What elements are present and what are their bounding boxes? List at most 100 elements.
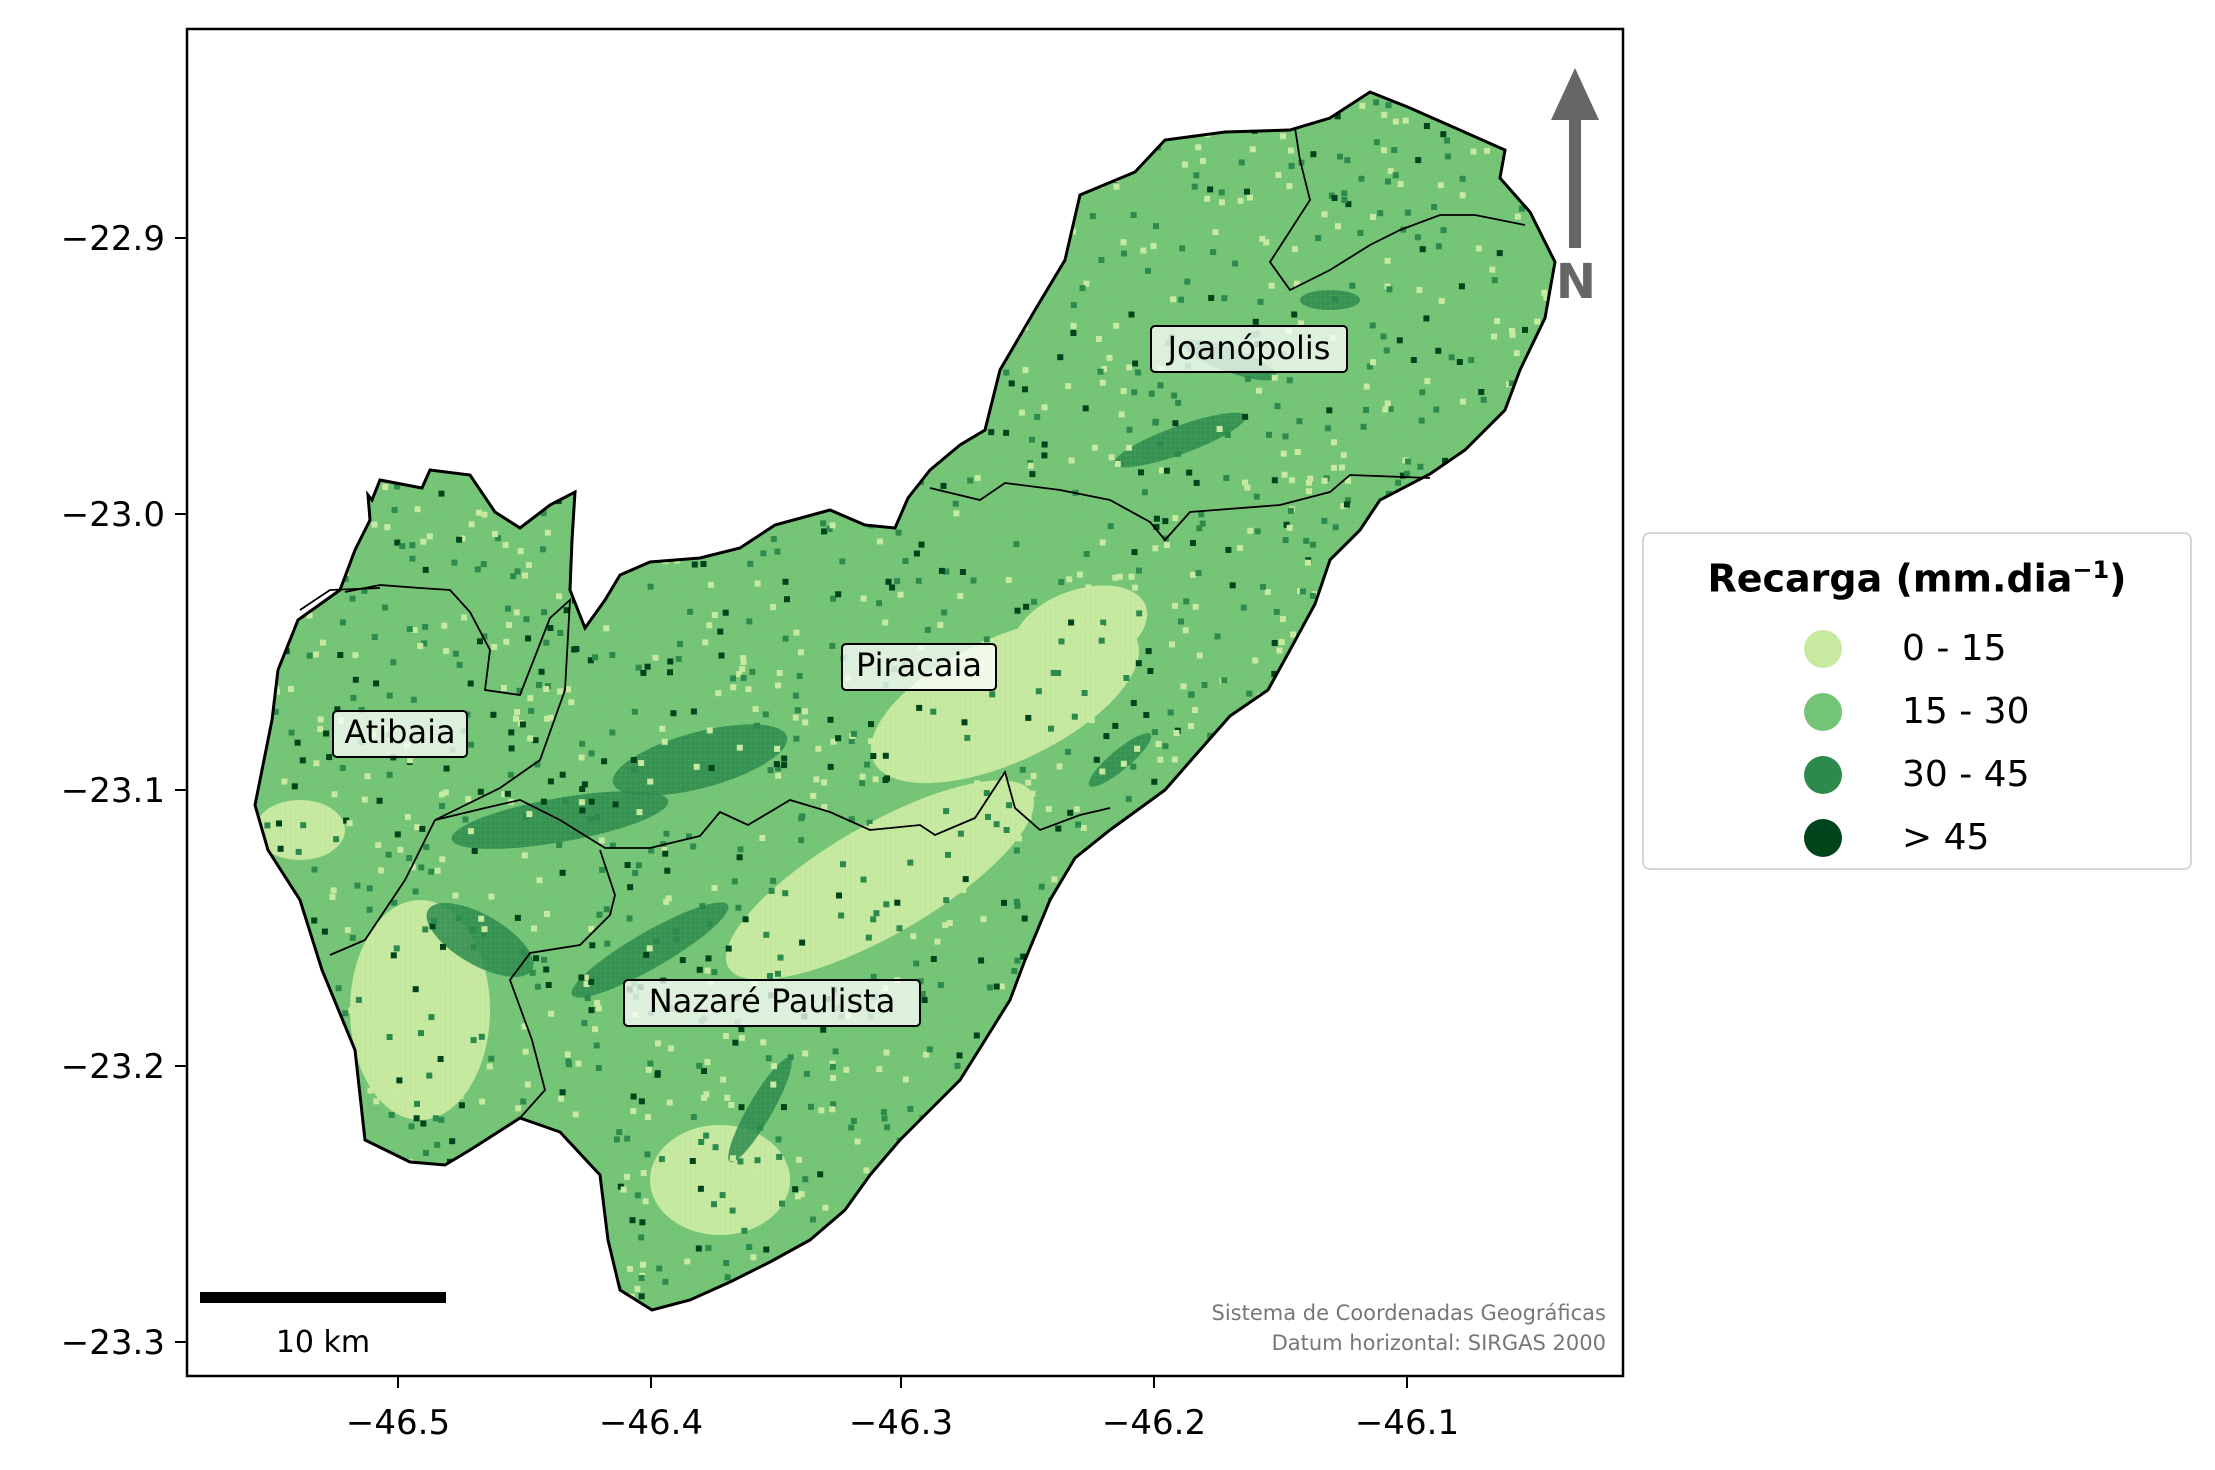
raster-cell [468,521,475,528]
raster-cell [572,1111,579,1118]
raster-cell [402,1091,409,1098]
raster-cell [405,1107,412,1114]
raster-cell [372,984,379,991]
region-label-atibaia: Atibaia [344,713,455,751]
raster-cell [1305,559,1311,566]
raster-cell [768,887,775,894]
raster-cell [1224,431,1231,438]
raster-cell [952,500,959,507]
raster-cell [638,760,645,766]
raster-cell [902,701,909,708]
raster-cell [422,623,429,630]
raster-cell [457,1093,464,1099]
raster-cell [836,892,842,899]
raster-cell [1005,577,1012,583]
raster-cell [654,1070,661,1077]
raster-cell [1088,717,1095,724]
raster-cell [937,982,944,988]
raster-cell [321,928,328,935]
raster-cell [1309,541,1316,548]
raster-cell [1306,479,1312,486]
raster-cell [1384,257,1391,264]
raster-cell [1120,239,1127,246]
raster-cell [827,716,834,723]
raster-cell [882,752,889,759]
raster-cell [1252,657,1259,664]
raster-cell [1201,682,1208,688]
raster-cell [1171,392,1178,399]
raster-cell [1029,436,1035,443]
raster-cell [1120,388,1127,395]
raster-cell [643,951,650,958]
raster-cell [640,669,647,676]
raster-cell [418,1030,424,1037]
raster-cell [1148,390,1155,397]
raster-cell [408,1123,415,1130]
raster-cell [1210,249,1217,256]
raster-cell [1131,389,1138,396]
raster-cell [1113,322,1120,329]
raster-cell [1196,652,1203,659]
raster-cell [477,788,484,795]
raster-cell [528,707,535,714]
raster-cell [1286,183,1293,190]
raster-cell [1340,452,1347,459]
raster-cell [1097,624,1104,631]
raster-cell [1080,824,1087,831]
raster-cell [796,672,803,679]
raster-cell [588,978,595,985]
raster-cell [348,1007,355,1014]
raster-cell [860,595,867,602]
raster-cell [776,670,783,676]
raster-cell [456,661,463,668]
raster-cell [1173,730,1180,736]
raster-cell [771,1063,777,1070]
raster-cell [1186,469,1193,476]
raster-cell [820,1026,827,1033]
raster-cell [696,966,703,973]
raster-cell [1380,333,1387,340]
raster-cell [456,536,463,543]
raster-cell [1268,282,1275,289]
raster-cell [469,926,476,933]
raster-cell [439,791,445,798]
raster-cell [352,652,359,659]
raster-cell [1103,733,1110,740]
raster-cell [522,572,528,579]
raster-cell [548,1010,555,1017]
raster-cell [642,1198,649,1205]
raster-cell [364,773,371,780]
raster-cell [506,622,513,629]
raster-cell [1212,229,1219,236]
raster-cell [960,886,967,893]
raster-cell [1100,619,1107,626]
raster-cell [339,765,346,771]
raster-cell [1112,574,1119,581]
raster-cell [1011,968,1018,974]
raster-cell [943,568,950,575]
raster-cell [1192,603,1199,610]
legend-swatch [1804,819,1842,857]
raster-cell [1083,280,1090,287]
raster-cell [329,893,336,900]
raster-cell [291,783,298,790]
raster-cell [708,1187,715,1194]
raster-cell [1193,172,1200,179]
raster-cell [1061,599,1068,606]
raster-cell [821,528,828,535]
raster-cell [272,708,279,715]
raster-cell [1014,607,1021,614]
raster-cell [352,676,359,683]
raster-cell [1099,539,1106,546]
raster-cell [1152,545,1159,552]
raster-cell [1145,267,1151,274]
raster-cell [829,522,836,529]
raster-cell [557,630,564,636]
raster-cell [731,1177,738,1184]
raster-cell [960,842,967,849]
raster-cell [1395,479,1402,486]
raster-cell [1083,696,1090,703]
raster-cell [609,842,616,849]
raster-cell [367,1087,374,1094]
raster-cell [902,1076,909,1083]
